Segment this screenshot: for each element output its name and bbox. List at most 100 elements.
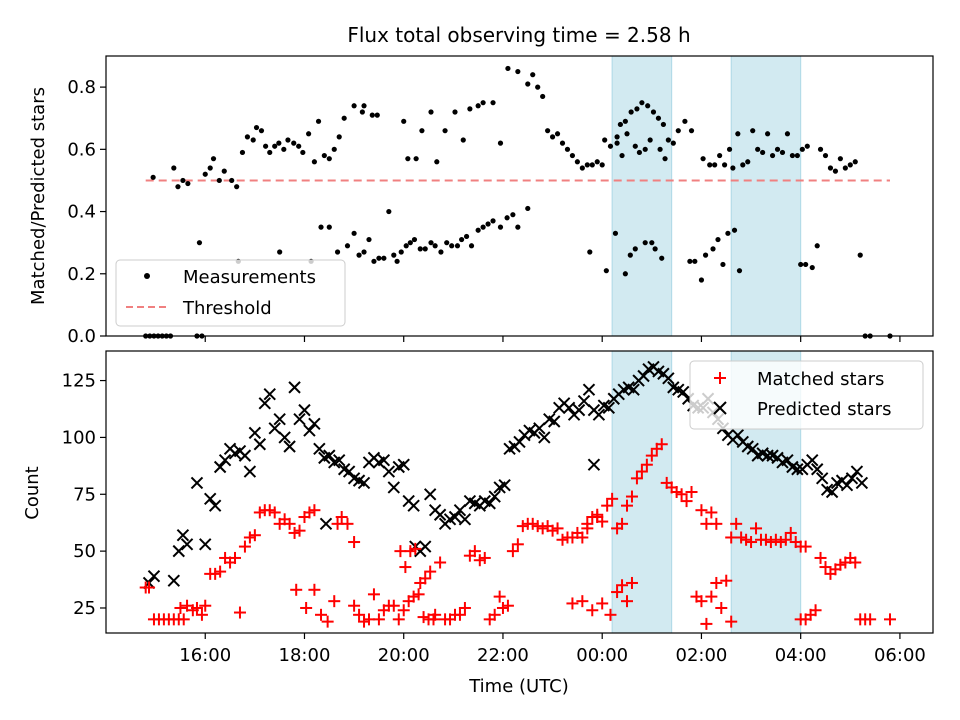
count-y-tick-label: 25 xyxy=(73,598,96,619)
matched-point xyxy=(328,595,341,608)
measurement-point xyxy=(755,146,761,152)
predicted-point xyxy=(637,369,650,383)
count-y-tick-label: 100 xyxy=(62,427,96,448)
measurement-point xyxy=(291,140,297,146)
predicted-point xyxy=(572,403,586,417)
measurement-point xyxy=(628,109,634,115)
predicted-point xyxy=(203,492,217,506)
measurement-point xyxy=(221,168,227,174)
measurement-point xyxy=(356,252,362,258)
measurement-point xyxy=(549,134,556,140)
chart-title: Flux total observing time = 2.58 h xyxy=(347,23,690,47)
matched-point xyxy=(655,438,668,451)
ratio-legend: Measurements Threshold xyxy=(115,259,346,327)
measurement-point xyxy=(642,146,648,152)
matched-point xyxy=(424,565,437,578)
measurement-point xyxy=(306,131,312,137)
measurement-point xyxy=(652,246,658,252)
matched-point xyxy=(695,595,708,608)
predicted-point xyxy=(253,438,267,451)
matched-point xyxy=(586,604,599,617)
measurement-point xyxy=(454,243,461,249)
predicted-point xyxy=(323,449,336,462)
predicted-point xyxy=(333,453,346,467)
predicted-legend-marker xyxy=(713,401,727,415)
measurement-point xyxy=(559,140,566,146)
matched-point xyxy=(143,581,156,594)
measurement-point xyxy=(321,152,327,159)
matched-point xyxy=(576,531,589,544)
predicted-point xyxy=(806,453,819,467)
matched-point xyxy=(387,599,400,612)
measurement-point xyxy=(564,146,571,152)
measurement-point xyxy=(655,115,662,121)
measurement-point xyxy=(619,152,625,159)
matched-point xyxy=(397,604,410,617)
measurement-point xyxy=(422,246,428,252)
measurement-point xyxy=(632,143,638,149)
matched-point xyxy=(290,583,303,596)
measurement-point xyxy=(229,177,235,184)
ratio-legend-box xyxy=(115,259,346,327)
measurement-point xyxy=(540,93,546,100)
predicted-point xyxy=(172,544,185,558)
measurement-point xyxy=(707,162,713,168)
predicted-point xyxy=(293,413,306,426)
measurement-point xyxy=(774,146,781,152)
predicted-point xyxy=(453,503,467,517)
matched-point xyxy=(680,495,693,508)
measurement-point xyxy=(438,249,444,255)
measurement-point xyxy=(721,162,728,168)
predicted-point xyxy=(662,372,675,385)
measurement-point xyxy=(682,118,688,124)
predicted-point xyxy=(746,442,759,455)
predicted-point xyxy=(308,417,321,430)
measurement-point xyxy=(351,103,357,109)
measurement-point xyxy=(381,255,387,261)
matched-point xyxy=(501,599,514,612)
count-panel-frame xyxy=(105,350,934,634)
measurement-point xyxy=(515,224,521,230)
measurement-point xyxy=(459,236,465,243)
ratio-panel-points xyxy=(143,65,893,339)
measurement-point xyxy=(326,156,332,162)
measurement-point xyxy=(394,258,400,264)
predicted-point xyxy=(582,383,596,396)
measurement-point xyxy=(622,118,628,124)
matched-point xyxy=(488,608,501,621)
measurement-point xyxy=(326,224,332,230)
predicted-point xyxy=(397,458,410,471)
ratio-panel-x-ticks xyxy=(204,336,901,342)
predicted-point xyxy=(423,488,437,501)
measurement-point xyxy=(717,152,723,159)
count-panel: 25 50 75 100 125 16:00 18:00 20:00 22:00 00:00 02… xyxy=(22,350,934,697)
predicted-point xyxy=(288,381,301,394)
matched-point xyxy=(616,579,629,592)
measurement-point xyxy=(852,159,858,165)
predicted-point xyxy=(533,422,546,435)
predicted-point xyxy=(382,465,396,478)
matched-point xyxy=(300,601,313,614)
measurement-point xyxy=(789,152,796,159)
matched-point xyxy=(675,488,688,501)
matched-point xyxy=(784,526,797,539)
measurement-point xyxy=(832,168,839,174)
measurement-point xyxy=(525,205,531,212)
matched-point xyxy=(195,608,208,621)
measurement-point xyxy=(463,233,470,240)
measurement-point xyxy=(497,140,504,146)
measurements-legend-marker xyxy=(144,273,150,279)
measurement-point xyxy=(258,128,265,134)
predicted-point xyxy=(357,476,371,490)
predicted-point xyxy=(498,478,511,492)
matched-point xyxy=(596,515,609,528)
measurement-point xyxy=(574,159,580,165)
matched-point xyxy=(429,608,442,621)
predicted-point xyxy=(278,431,291,444)
matched-point xyxy=(715,601,728,614)
measurement-point xyxy=(822,152,829,159)
count-x-tick-label: 16:00 xyxy=(179,645,231,666)
measurement-point xyxy=(614,140,620,146)
measurement-point xyxy=(736,268,743,274)
ratio-y-tick-label: 0.2 xyxy=(67,264,96,285)
